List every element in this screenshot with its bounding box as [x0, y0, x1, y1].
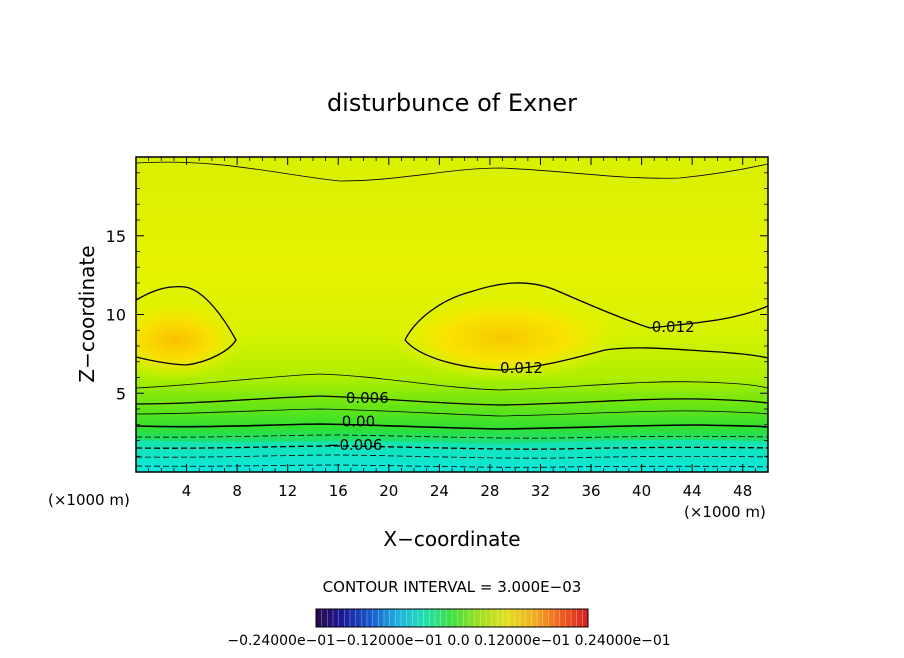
- colorbar-fill: [316, 609, 588, 627]
- contour-label: 0.006: [346, 389, 389, 407]
- x-axis: 4 8 12 16 20 24 28 32 36 40 44 48: [148, 157, 756, 500]
- contour-label: −0.006: [327, 436, 383, 454]
- x-axis-label: X−coordinate: [383, 527, 520, 551]
- contour-labels: 0.012 0.012 0.006 0.00 −0.006: [327, 318, 695, 454]
- contour-label: 0.00: [342, 413, 375, 431]
- cyan-band: [136, 439, 768, 472]
- contour-label: 0.012: [652, 318, 695, 336]
- x-tick-label: 24: [430, 482, 449, 500]
- contour-interval-text: CONTOUR INTERVAL = 3.000E−03: [323, 578, 582, 596]
- x-unit-right: (×1000 m): [684, 503, 766, 521]
- contour-dashed-2: [136, 454, 768, 459]
- x-tick-label: 40: [632, 482, 651, 500]
- x-tick-label: 4: [182, 482, 192, 500]
- contour-0.006: [136, 395, 768, 406]
- colorbar-stripes: [321, 609, 583, 627]
- colorbar-frame: [315, 608, 589, 628]
- contour-dashed-1: [136, 434, 768, 439]
- x-tick-label: 28: [480, 482, 499, 500]
- x-tick-label: 32: [531, 482, 550, 500]
- y-axis-label: Z−coordinate: [75, 245, 99, 382]
- y-tick-label: 15: [106, 227, 126, 246]
- colorbar-tick-labels: −0.24000e−01−0.12000e−01 0.0 0.12000e−01…: [227, 633, 670, 649]
- chart-title: disturbunce of Exner: [327, 89, 577, 117]
- x-tick-label: 48: [733, 482, 752, 500]
- contour-0.012-lower: [404, 339, 768, 371]
- y-tick-label: 10: [106, 306, 126, 325]
- contour-thin-1: [136, 373, 768, 391]
- contour-field: [136, 157, 768, 472]
- y-axis: 5 10 15: [106, 172, 768, 457]
- contour-label: 0.012: [500, 359, 543, 377]
- contour-dashed-3: [136, 464, 768, 468]
- contour-0.012-upper: [136, 286, 237, 366]
- y-tick-label: 5: [116, 384, 126, 403]
- high-blob-left: [136, 300, 245, 380]
- x-tick-label: 36: [581, 482, 600, 500]
- x-unit-left: (×1000 m): [48, 491, 130, 509]
- colorbar: −0.24000e−01−0.12000e−01 0.0 0.12000e−01…: [227, 608, 671, 649]
- contour-minus-0.006: [136, 445, 768, 450]
- x-tick-label: 12: [278, 482, 297, 500]
- contour-0.00: [136, 423, 768, 430]
- high-blob-right: [390, 296, 620, 380]
- x-tick-label: 16: [329, 482, 348, 500]
- x-tick-label: 44: [683, 482, 702, 500]
- contour-0.012-right: [404, 282, 768, 341]
- contour-thin-2: [136, 408, 768, 417]
- x-tick-label: 8: [232, 482, 242, 500]
- x-tick-label: 20: [379, 482, 398, 500]
- contour-top-thin: [136, 161, 768, 182]
